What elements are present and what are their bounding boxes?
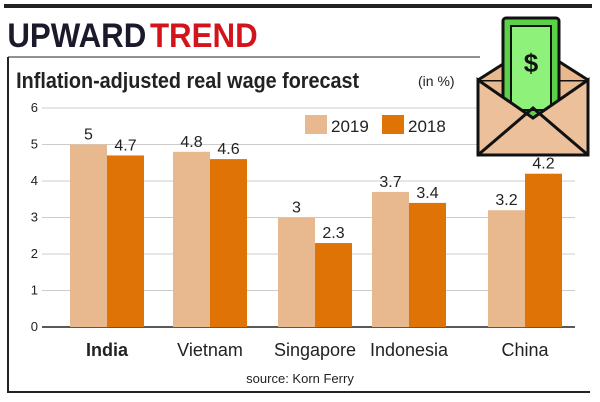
x-tick-label: Vietnam [177, 340, 243, 360]
bar-indonesia-2018 [409, 202, 446, 327]
chart-title: Inflation-adjusted real wage forecast [16, 69, 359, 93]
legend-swatch-2018 [382, 115, 404, 134]
svg-text:$: $ [524, 48, 539, 78]
y-tick-label: 2 [31, 246, 38, 261]
data-label: 3 [292, 200, 301, 217]
data-label: 4.8 [180, 134, 202, 151]
bar-china-2018 [525, 173, 562, 327]
frame [7, 57, 590, 393]
y-tick-label: 0 [31, 319, 38, 334]
top-rule [4, 4, 592, 8]
legend: 2019 2018 [305, 115, 446, 136]
legend-label-2018: 2018 [408, 117, 446, 136]
x-tick-label: Indonesia [370, 340, 449, 360]
x-tick-label: Singapore [274, 340, 356, 360]
money-envelope-icon: $ [476, 16, 590, 157]
source-note: source: Korn Ferry [246, 371, 354, 386]
bar-china-2019 [488, 210, 525, 327]
chart-unit: (in %) [418, 73, 455, 89]
y-tick-label: 6 [31, 100, 38, 115]
bar-indonesia-2019 [372, 191, 409, 327]
y-tick-label: 4 [31, 173, 38, 188]
data-label: 3.2 [495, 192, 517, 209]
title-part2: TREND [150, 16, 258, 55]
data-label: 4.6 [217, 141, 239, 158]
bar-singapore-2019 [278, 217, 315, 327]
data-label: 5 [84, 127, 93, 144]
bar-vietnam-2019 [173, 151, 210, 327]
x-tick-label: India [86, 340, 129, 360]
bar-india-2019 [70, 144, 107, 327]
data-label: 3.7 [379, 174, 401, 191]
y-tick-label: 3 [31, 210, 38, 225]
y-tick-label: 1 [31, 283, 38, 298]
title-part1: UPWARD [7, 16, 146, 55]
bar-singapore-2018 [315, 243, 352, 327]
bar-vietnam-2018 [210, 159, 247, 327]
data-label: 4.7 [114, 137, 136, 154]
x-tick-label: China [501, 340, 549, 360]
bar-india-2018 [107, 155, 144, 327]
data-label: 4.2 [532, 156, 554, 173]
y-tick-label: 5 [31, 137, 38, 152]
legend-swatch-2019 [305, 115, 327, 134]
data-label: 2.3 [322, 225, 344, 242]
data-label: 3.4 [416, 185, 438, 202]
legend-label-2019: 2019 [331, 117, 369, 136]
